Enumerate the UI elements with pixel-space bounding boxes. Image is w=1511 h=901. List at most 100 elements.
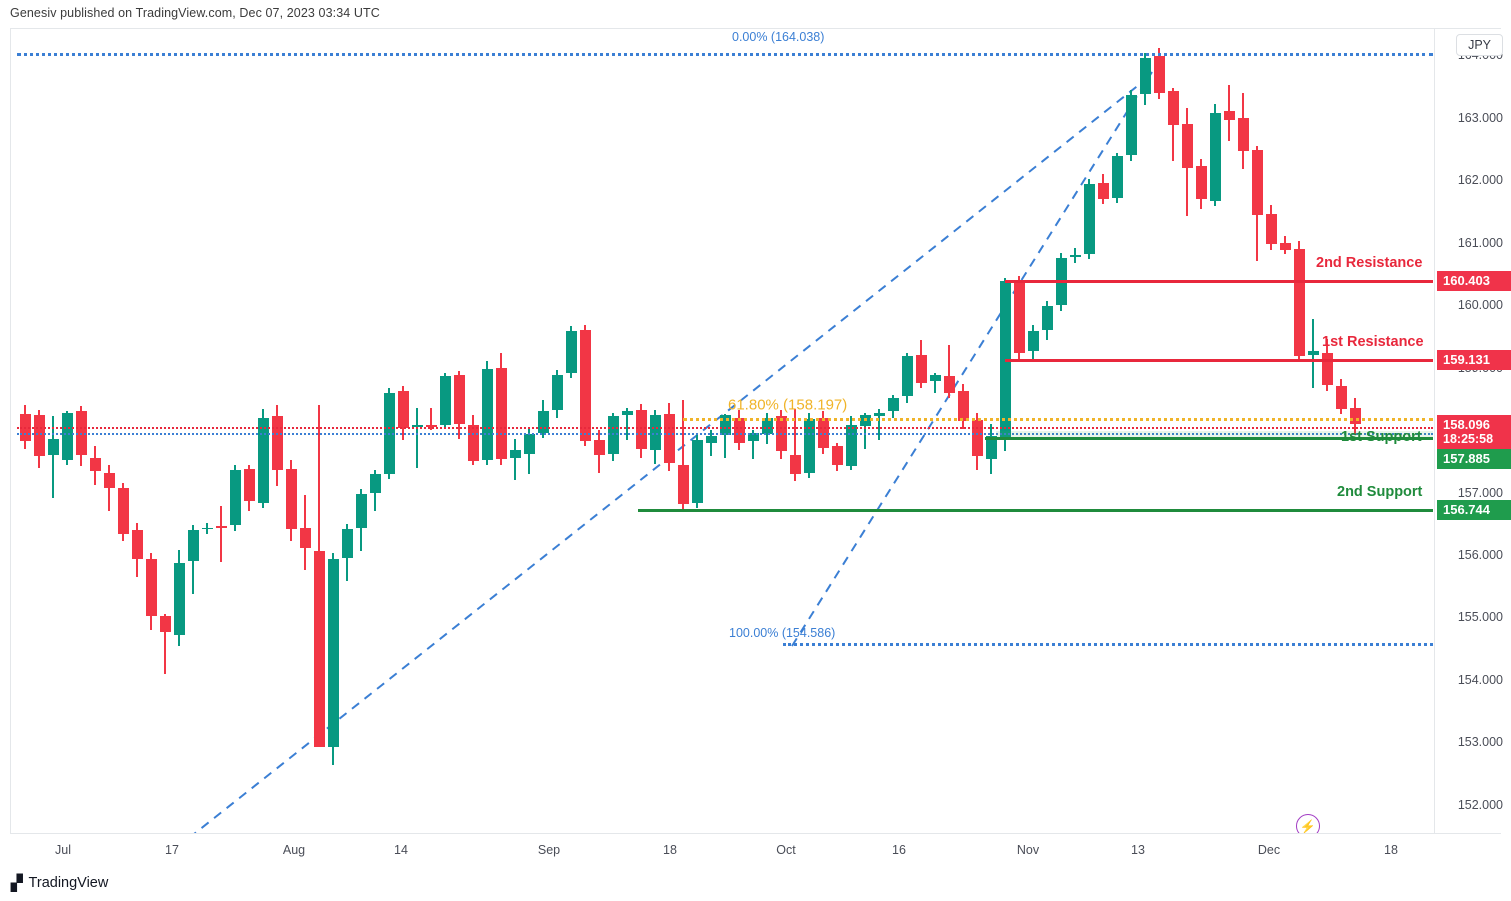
candle: [831, 29, 843, 833]
candle: [803, 29, 815, 833]
level-label: 2nd Resistance: [1316, 254, 1423, 271]
candle-body: [187, 530, 199, 562]
candle: [1027, 29, 1039, 833]
candle-body: [467, 425, 479, 462]
candle-body: [285, 468, 297, 529]
candle: [271, 29, 283, 833]
candle-body: [985, 436, 997, 459]
time-tick: Nov: [1016, 843, 1040, 857]
candle-body: [33, 415, 45, 457]
candle-wick: [430, 407, 432, 431]
candle: [1265, 29, 1277, 833]
candle-body: [257, 417, 269, 503]
tradingview-wordmark: TradingView: [28, 875, 109, 891]
time-axis[interactable]: Jul 17 Aug 14 Sep 18 Oct 16 Nov 13 Dec 18: [11, 835, 1500, 867]
candle-body: [1293, 248, 1305, 357]
candle-body: [551, 375, 563, 411]
candle-body: [635, 410, 647, 449]
candle: [19, 29, 31, 833]
candle: [131, 29, 143, 833]
candle-body: [579, 330, 591, 442]
candle-body: [355, 493, 367, 528]
candle-body: [523, 433, 535, 454]
ticker-badge[interactable]: JPY: [1456, 34, 1503, 56]
price-tick: 153.000: [1457, 735, 1503, 750]
fib-line-0: [17, 52, 1433, 56]
candle: [1013, 29, 1025, 833]
candle-wick: [878, 408, 880, 441]
candle-body: [1349, 407, 1361, 424]
price-tick: 156.000: [1457, 548, 1503, 562]
candle: [33, 29, 45, 833]
price-axis[interactable]: 164.000163.000162.000161.000160.000159.0…: [1434, 29, 1511, 833]
candle-body: [481, 368, 493, 461]
candle: [187, 29, 199, 833]
price-tick: 152.000: [1457, 797, 1503, 812]
candle: [635, 29, 647, 833]
candle-body: [47, 438, 59, 456]
candle: [467, 29, 479, 833]
fib-line-red-minor: [17, 426, 1433, 429]
price-plot-area[interactable]: 2nd Resistance 1st Resistance 1st Support 2…: [11, 29, 1433, 833]
candle-wick: [52, 416, 54, 498]
candle: [691, 29, 703, 833]
candle: [1083, 29, 1095, 833]
candle: [901, 29, 913, 833]
time-tick: 14: [394, 843, 408, 857]
candle: [1349, 29, 1361, 833]
candle: [397, 29, 409, 833]
price-tick: 162.000: [1457, 173, 1503, 188]
candle-body: [61, 412, 73, 461]
last-price-tag: 158.096 18:25:58: [1437, 415, 1511, 451]
candle-body: [341, 528, 353, 558]
candle: [1335, 29, 1347, 833]
candle: [1181, 29, 1193, 833]
candle-wick: [1074, 247, 1076, 263]
candle-body: [327, 558, 339, 748]
candle-body: [845, 425, 857, 467]
candle: [173, 29, 185, 833]
candle-body: [103, 472, 115, 488]
candle-body: [1209, 112, 1221, 202]
candle-body: [831, 446, 843, 466]
candle-body: [1307, 351, 1319, 356]
candle: [285, 29, 297, 833]
candle-body: [439, 376, 451, 426]
candle: [383, 29, 395, 833]
fib-label: 0.00% (164.038): [732, 29, 825, 44]
candle: [1097, 29, 1109, 833]
time-tick: Oct: [776, 843, 796, 857]
candle: [1209, 29, 1221, 833]
lightning-bolt-icon[interactable]: ⚡: [1296, 814, 1320, 833]
candle: [551, 29, 563, 833]
candle-body: [943, 376, 955, 393]
candle-body: [229, 470, 241, 525]
candle-body: [369, 473, 381, 493]
candle: [369, 29, 381, 833]
candle-body: [1027, 331, 1039, 352]
candle-body: [607, 416, 619, 454]
candle-body: [1111, 156, 1123, 198]
candle-body: [593, 440, 605, 456]
price-tag-1st-resistance: 159.131: [1437, 350, 1511, 371]
candle-body: [89, 457, 101, 472]
price-tick: 155.000: [1457, 610, 1503, 625]
candle: [327, 29, 339, 833]
candle-body: [1167, 91, 1179, 126]
candle-body: [565, 331, 577, 373]
candle-body: [1265, 213, 1277, 244]
candle-body: [971, 420, 983, 457]
candle-wick: [752, 430, 754, 459]
candle: [1125, 29, 1137, 833]
candle-body: [1069, 255, 1081, 257]
candle: [789, 29, 801, 833]
candle: [845, 29, 857, 833]
candle-body: [705, 436, 717, 443]
candle-body: [117, 487, 129, 534]
candle-body: [691, 440, 703, 503]
candle: [313, 29, 325, 833]
candle: [579, 29, 591, 833]
candle: [957, 29, 969, 833]
candle-wick: [794, 408, 796, 482]
candle: [453, 29, 465, 833]
